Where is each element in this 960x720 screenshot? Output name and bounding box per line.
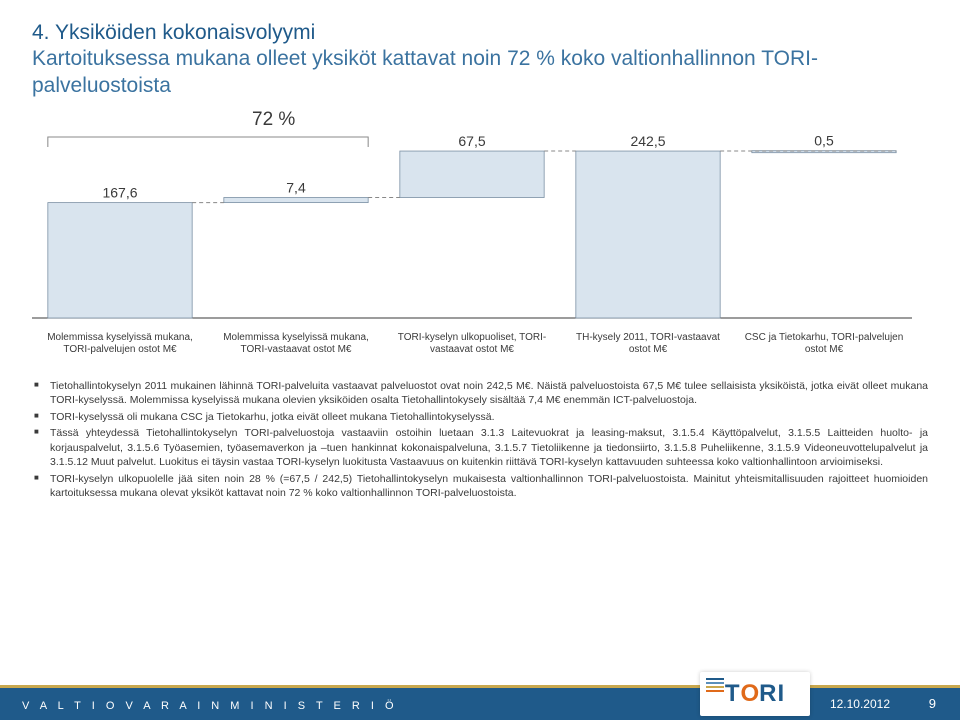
footer-page: 9 [929, 696, 936, 711]
waterfall-chart: 72 % 167,67,467,5242,50,5 [32, 109, 912, 324]
chart-svg: 167,6 7,4 67,5 242,5 0,5 [32, 109, 912, 324]
chart-category-label: Molemmissa kyselyissä mukana, TORI-vasta… [208, 332, 384, 357]
bullet-item: TORI-kyselyssä oli mukana CSC ja Tietoka… [32, 410, 928, 424]
footer-date: 12.10.2012 [830, 697, 890, 711]
chart-category-label: TORI-kyselyn ulkopuoliset, TORI-vastaava… [384, 332, 560, 357]
chart-bar [400, 151, 544, 197]
chart-value-label: 242,5 [630, 133, 665, 149]
logo-ri: RI [759, 680, 785, 708]
chart-category-labels: Molemmissa kyselyissä mukana, TORI-palve… [32, 332, 912, 357]
chart-value-label: 7,4 [286, 179, 306, 195]
chart-value-label: 0,5 [814, 132, 834, 148]
chart-category-label: CSC ja Tietokarhu, TORI-palvelujen ostot… [736, 332, 912, 357]
chart-category-label: TH-kysely 2011, TORI-vastaavat ostot M€ [560, 332, 736, 357]
footer-ministry: V A L T I O V A R A I N M I N I S T E R … [22, 700, 398, 712]
footer: V A L T I O V A R A I N M I N I S T E R … [0, 666, 960, 720]
logo-t: T [725, 680, 741, 708]
chart-value-label: 167,6 [102, 184, 137, 200]
chart-bar [224, 197, 368, 202]
bullet-list: Tietohallintokyselyn 2011 mukainen lähin… [32, 379, 928, 501]
bullet-item: Tietohallintokyselyn 2011 mukainen lähin… [32, 379, 928, 408]
chart-bar [48, 202, 192, 317]
chart-category-label: Molemmissa kyselyissä mukana, TORI-palve… [32, 332, 208, 357]
logo-o: O [741, 680, 760, 708]
chart-value-label: 67,5 [458, 133, 485, 149]
slide-subtitle: Kartoituksessa mukana olleet yksiköt kat… [32, 47, 818, 96]
bullet-item: TORI-kyselyn ulkopuolelle jää siten noin… [32, 472, 928, 501]
tori-logo: TORI [700, 672, 810, 716]
slide-title: 4. Yksiköiden kokonaisvolyymi [32, 20, 928, 46]
bullet-item: Tässä yhteydessä Tietohallintokyselyn TO… [32, 426, 928, 469]
chart-bar [576, 151, 720, 318]
